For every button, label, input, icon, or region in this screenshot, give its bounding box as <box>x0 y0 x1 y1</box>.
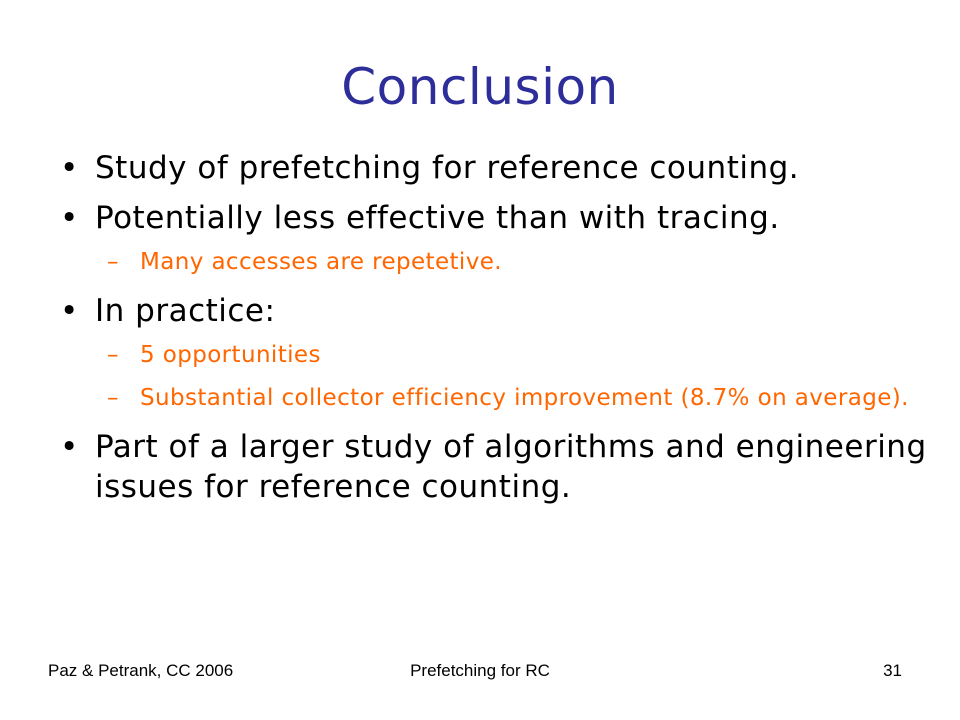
bullet-glyph: • <box>60 429 79 465</box>
bullet-item: • Part of a larger study of algorithms a… <box>60 427 930 507</box>
sub-bullet-glyph: – <box>107 385 119 411</box>
footer-authors: Paz & Petrank, CC 2006 <box>48 661 234 680</box>
footer-page-number: 31 <box>883 661 902 680</box>
bullet-item: • In practice: <box>60 291 930 331</box>
bullet-glyph: • <box>60 200 79 236</box>
sub-bullet-text: 5 opportunities <box>140 342 321 368</box>
bullet-item: • Potentially less effective than with t… <box>60 198 930 238</box>
sub-bullet-text: Substantial collector efficiency improve… <box>140 385 909 411</box>
bullet-item: • Study of prefetching for reference cou… <box>60 148 930 188</box>
sub-bullet-item: – 5 opportunities <box>60 339 930 371</box>
footer-presentation-title: Prefetching for RC <box>410 661 550 680</box>
bullet-text: Potentially less effective than with tra… <box>95 200 780 236</box>
bullet-text: Part of a larger study of algorithms and… <box>95 429 927 505</box>
slide-title: Conclusion <box>341 58 619 116</box>
bullet-text: In practice: <box>95 293 276 329</box>
bullet-glyph: • <box>60 293 79 329</box>
sub-bullet-item: – Substantial collector efficiency impro… <box>60 382 930 414</box>
bullet-text: Study of prefetching for reference count… <box>95 150 800 186</box>
sub-bullet-glyph: – <box>107 342 119 368</box>
sub-bullet-text: Many accesses are repetetive. <box>140 249 502 275</box>
slide-body: • Study of prefetching for reference cou… <box>60 148 930 517</box>
sub-bullet-glyph: – <box>107 249 119 275</box>
sub-bullet-item: – Many accesses are repetetive. <box>60 246 930 278</box>
bullet-glyph: • <box>60 150 79 186</box>
